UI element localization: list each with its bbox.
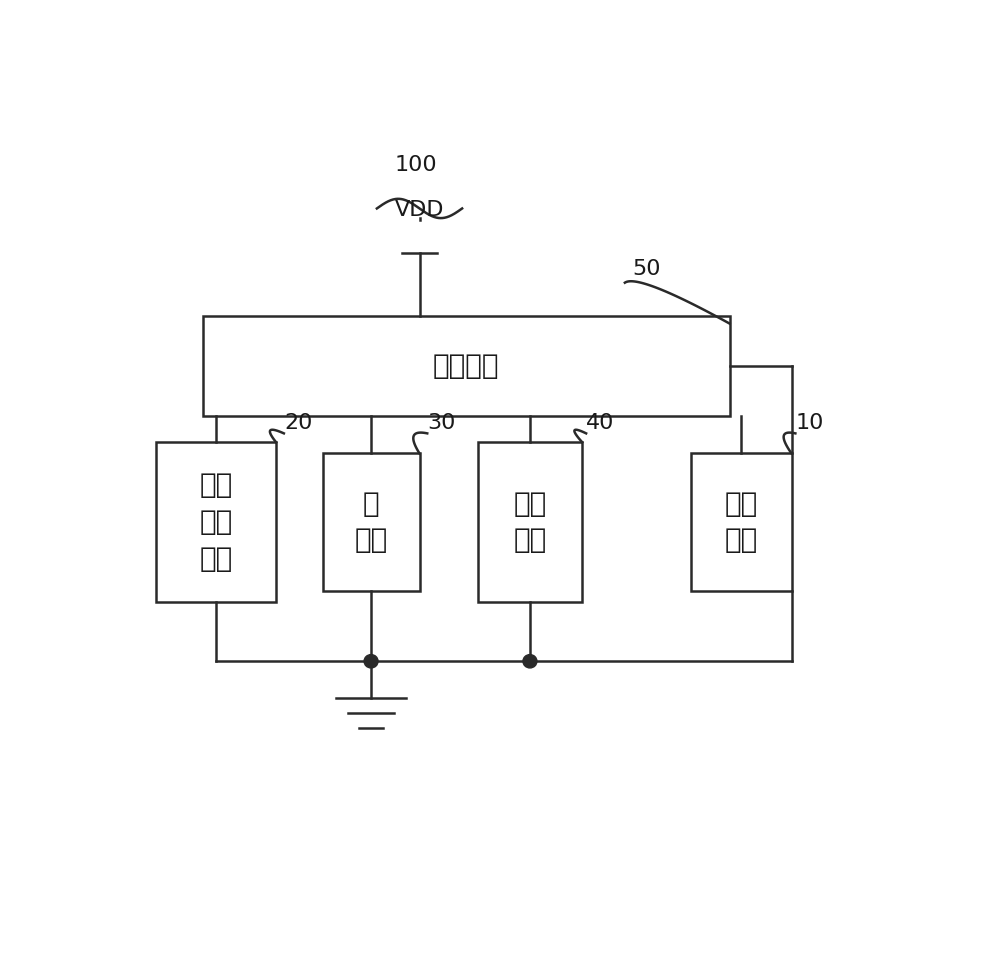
Text: 置位
复位
电路: 置位 复位 电路	[199, 471, 233, 573]
Bar	[156, 442, 276, 602]
Bar	[691, 453, 792, 591]
Text: 孵育
电路: 孵育 电路	[513, 490, 547, 554]
Text: 50: 50	[633, 259, 661, 279]
Text: 20: 20	[284, 414, 312, 434]
Text: 读
电路: 读 电路	[354, 490, 388, 554]
Bar	[323, 453, 420, 591]
Bar	[478, 442, 582, 602]
Circle shape	[364, 655, 378, 668]
Text: 30: 30	[427, 414, 456, 434]
Bar	[202, 316, 730, 416]
Circle shape	[523, 655, 537, 668]
Text: 10: 10	[795, 414, 824, 434]
Text: 40: 40	[586, 414, 614, 434]
Text: 开关电路: 开关电路	[433, 352, 499, 380]
Text: 100: 100	[394, 155, 437, 175]
Text: 相变
电路: 相变 电路	[724, 490, 758, 554]
Text: VDD: VDD	[395, 200, 444, 220]
